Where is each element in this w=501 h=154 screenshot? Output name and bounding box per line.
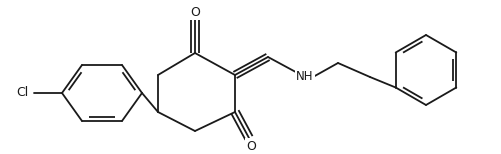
Text: O: O xyxy=(190,6,200,18)
Text: Cl: Cl xyxy=(16,87,28,99)
Text: NH: NH xyxy=(296,71,314,83)
Text: O: O xyxy=(246,140,256,152)
